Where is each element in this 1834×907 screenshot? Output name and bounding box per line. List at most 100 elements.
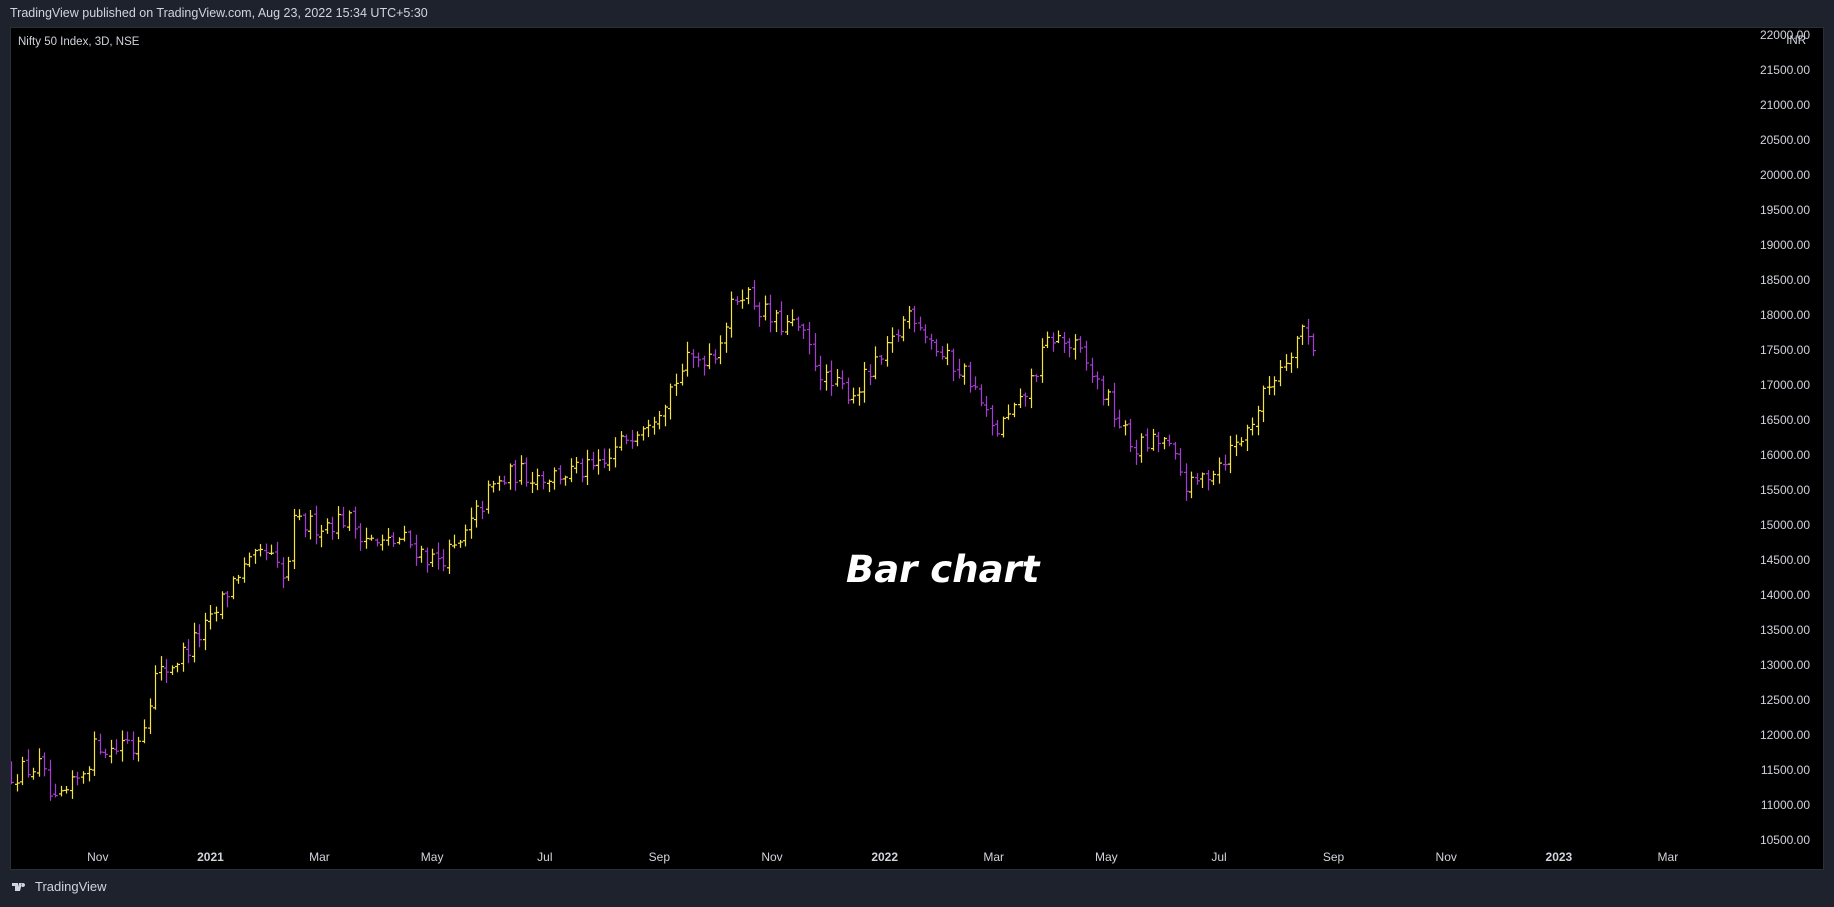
- ohlc-bar: [984, 396, 989, 417]
- ohlc-bar: [447, 539, 452, 574]
- ohlc-bar: [1295, 335, 1300, 369]
- ohlc-bar: [824, 364, 829, 391]
- ohlc-bar: [1012, 402, 1017, 418]
- ohlc-bar: [990, 405, 995, 436]
- chart-canvas[interactable]: 22000.00 21500.00 21000.00 20500.00 20000.00…: [11, 28, 1823, 869]
- ohlc-bar: [657, 410, 662, 430]
- ohlc-bar: [303, 513, 308, 538]
- price-tick-label: 12500.00: [1760, 693, 1810, 707]
- ohlc-bar: [397, 537, 402, 545]
- ohlc-bar: [1289, 352, 1294, 373]
- ohlc-bar: [1006, 404, 1011, 420]
- ohlc-bar: [1250, 417, 1255, 436]
- ohlc-bar: [641, 426, 646, 441]
- ohlc-bar: [873, 346, 878, 380]
- ohlc-bar: [813, 333, 818, 372]
- ohlc-bar: [624, 434, 629, 445]
- ohlc-bar: [735, 296, 740, 305]
- ohlc-bar: [535, 468, 540, 491]
- ohlc-bar: [1101, 375, 1106, 406]
- ohlc-bar: [801, 323, 806, 340]
- time-tick-label: Sep: [1323, 850, 1345, 864]
- ohlc-bar: [37, 748, 42, 777]
- ohlc-bar: [868, 364, 873, 386]
- ohlc-bar: [508, 463, 513, 490]
- price-tick-label: 16000.00: [1760, 448, 1810, 462]
- time-tick-label: Nov: [87, 850, 108, 864]
- ohlc-bar: [680, 363, 685, 386]
- ohlc-bar: [441, 549, 446, 572]
- ohlc-bar: [973, 376, 978, 390]
- ohlc-bar: [685, 341, 690, 377]
- ohlc-bar: [619, 431, 624, 451]
- ohlc-bar: [314, 505, 319, 545]
- ohlc-bar: [951, 348, 956, 382]
- price-tick-label: 18500.00: [1760, 273, 1810, 287]
- ohlc-bar: [774, 309, 779, 333]
- ohlc-bar: [740, 289, 745, 309]
- ohlc-bar: [131, 731, 136, 760]
- symbol-label[interactable]: Nifty 50 Index, 3D, NSE: [18, 36, 140, 48]
- ohlc-bar: [746, 287, 751, 305]
- footer-brand[interactable]: TradingView: [35, 879, 107, 894]
- ohlc-bar: [613, 437, 618, 468]
- ohlc-bar: [1090, 357, 1095, 383]
- ohlc-bar: [1267, 376, 1272, 395]
- ohlc-bar: [391, 532, 396, 547]
- ohlc-bar: [1228, 435, 1233, 474]
- ohlc-bar: [1245, 424, 1250, 452]
- ohlc-bar: [197, 624, 202, 648]
- ohlc-bar: [319, 524, 324, 548]
- ohlc-bar: [491, 480, 496, 493]
- ohlc-bar: [691, 349, 696, 368]
- price-tick-label: 21000.00: [1760, 98, 1810, 112]
- ohlc-bar: [668, 383, 673, 420]
- ohlc-bar: [469, 507, 474, 539]
- ohlc-bar: [408, 530, 413, 549]
- ohlc-bar: [297, 509, 302, 521]
- ohlc-bar: [358, 523, 363, 551]
- ohlc-bar: [1217, 457, 1222, 484]
- ohlc-bar: [220, 591, 225, 620]
- ohlc-bar: [264, 543, 269, 561]
- ohlc-bar: [253, 548, 258, 564]
- time-tick-label: Mar: [309, 850, 330, 864]
- ohlc-bar: [1078, 336, 1083, 353]
- ohlc-bar: [31, 767, 36, 780]
- ohlc-bar: [48, 759, 53, 801]
- ohlc-bar: [42, 752, 47, 777]
- ohlc-bar: [724, 322, 729, 353]
- price-tick-label: 13500.00: [1760, 623, 1810, 637]
- chart-pane[interactable]: 22000.00 21500.00 21000.00 20500.00 20000.00…: [10, 27, 1824, 870]
- price-tick-label: 16500.00: [1760, 413, 1810, 427]
- ohlc-bar: [236, 574, 241, 584]
- ohlc-bar: [923, 324, 928, 344]
- currency-label[interactable]: INR: [1786, 35, 1806, 47]
- price-tick-label: 15500.00: [1760, 483, 1810, 497]
- ohlc-bar: [120, 730, 125, 762]
- price-tick-label: 11500.00: [1761, 763, 1810, 777]
- ohlc-bar: [425, 547, 430, 573]
- ohlc-bar: [452, 534, 457, 549]
- ohlc-bar: [729, 291, 734, 338]
- ohlc-bar: [231, 576, 236, 600]
- ohlc-bar: [912, 305, 917, 333]
- ohlc-bar: [630, 429, 635, 449]
- price-tick-label: 21500.00: [1760, 63, 1810, 77]
- ohlc-bar: [325, 518, 330, 534]
- ohlc-bar: [1018, 388, 1023, 409]
- ohlc-bar: [225, 591, 230, 608]
- published-header: TradingView published on TradingView.com…: [10, 6, 428, 20]
- ohlc-bar: [757, 302, 762, 327]
- ohlc-bar: [646, 419, 651, 438]
- ohlc-bar: [175, 662, 180, 673]
- ohlc-bar: [186, 639, 191, 664]
- ohlc-bar: [585, 449, 590, 486]
- ohlc-bar: [940, 346, 945, 360]
- ohlc-bar: [436, 542, 441, 570]
- ohlc-bar: [170, 665, 175, 676]
- ohlc-bar: [552, 467, 557, 490]
- ohlc-bar: [945, 343, 950, 366]
- ohlc-bar: [530, 471, 535, 494]
- ohlc-bar: [275, 541, 280, 568]
